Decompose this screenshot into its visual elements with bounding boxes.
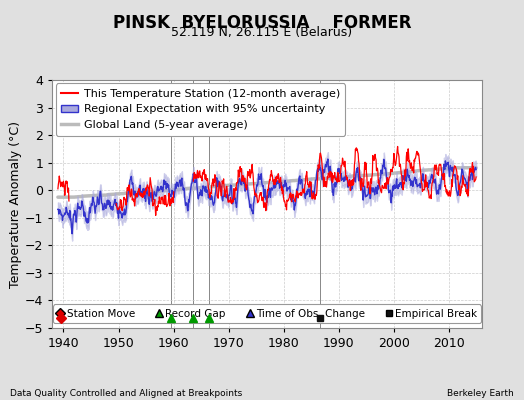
Text: Data Quality Controlled and Aligned at Breakpoints: Data Quality Controlled and Aligned at B… [10, 389, 243, 398]
Text: PINSK  BYELORUSSIA    FORMER: PINSK BYELORUSSIA FORMER [113, 14, 411, 32]
Text: Berkeley Earth: Berkeley Earth [447, 389, 514, 398]
Y-axis label: Temperature Anomaly (°C): Temperature Anomaly (°C) [9, 120, 22, 288]
Legend: Station Move, Record Gap, Time of Obs. Change, Empirical Break: Station Move, Record Gap, Time of Obs. C… [53, 304, 481, 323]
Text: 52.119 N, 26.115 E (Belarus): 52.119 N, 26.115 E (Belarus) [171, 26, 353, 39]
